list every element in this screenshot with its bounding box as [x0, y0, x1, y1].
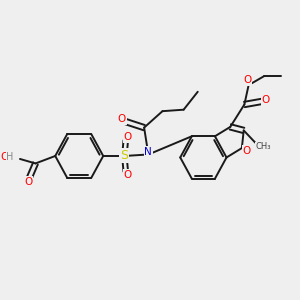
Text: O: O: [123, 132, 132, 142]
Text: O: O: [117, 114, 126, 124]
Text: N: N: [145, 147, 152, 157]
Text: O: O: [243, 146, 251, 156]
Text: H: H: [6, 152, 14, 163]
Text: O: O: [24, 177, 33, 187]
Text: OH: OH: [1, 152, 16, 162]
Text: S: S: [120, 149, 128, 163]
Text: O: O: [261, 95, 270, 105]
Text: O: O: [243, 75, 251, 85]
Text: O: O: [123, 170, 132, 180]
Text: CH₃: CH₃: [256, 142, 271, 151]
